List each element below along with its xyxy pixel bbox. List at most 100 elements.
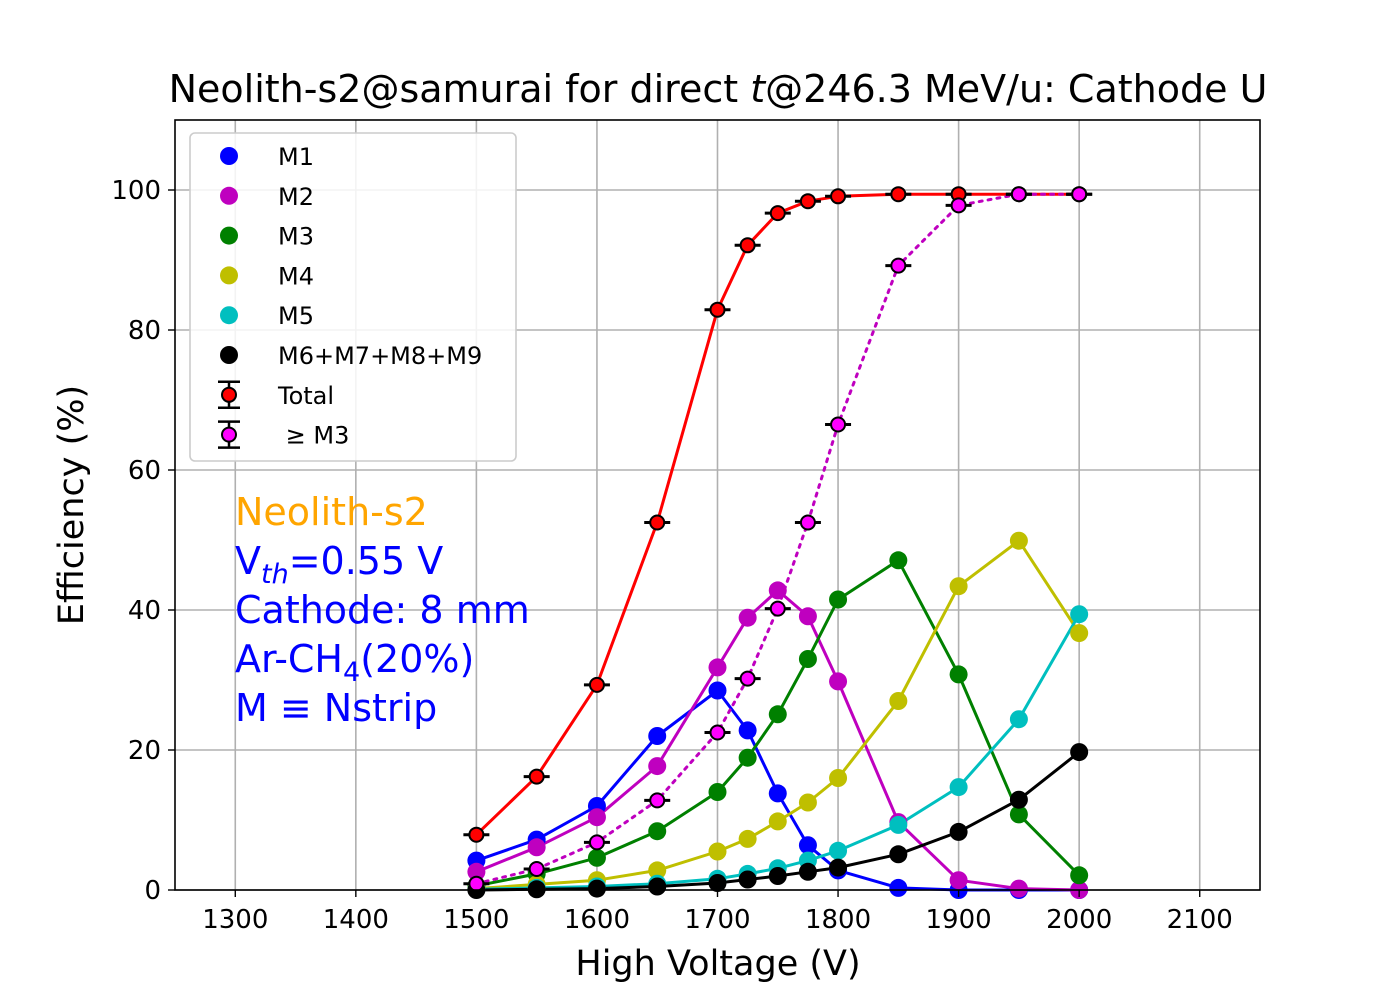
data-point bbox=[949, 665, 968, 684]
x-tick-label: 1500 bbox=[443, 905, 509, 935]
data-point bbox=[768, 812, 787, 831]
data-point bbox=[1009, 790, 1028, 809]
y-tick-label: 100 bbox=[111, 176, 161, 206]
data-point bbox=[1070, 605, 1089, 624]
data-point bbox=[949, 871, 968, 890]
legend-label: M4 bbox=[278, 262, 314, 290]
data-point bbox=[768, 581, 787, 600]
series-markers bbox=[463, 186, 1093, 899]
data-point bbox=[1070, 743, 1089, 762]
annotation-segment: 4 bbox=[343, 657, 360, 688]
annotation-segment: Neolith-s2 bbox=[235, 490, 428, 534]
data-point bbox=[829, 858, 848, 877]
data-point bbox=[890, 186, 907, 203]
data-point bbox=[1070, 624, 1089, 643]
data-point bbox=[829, 672, 848, 691]
legend-box bbox=[189, 132, 517, 462]
data-point bbox=[739, 237, 756, 254]
data-point bbox=[1009, 805, 1028, 824]
data-point bbox=[738, 608, 757, 627]
x-tick-label: 1800 bbox=[805, 905, 871, 935]
data-point bbox=[949, 577, 968, 596]
data-point bbox=[468, 826, 485, 843]
data-point bbox=[527, 838, 546, 857]
data-point bbox=[738, 870, 757, 889]
data-point bbox=[798, 862, 817, 881]
data-point bbox=[949, 778, 968, 797]
data-point bbox=[648, 822, 667, 841]
data-point bbox=[768, 784, 787, 803]
data-point bbox=[649, 514, 666, 531]
data-point bbox=[799, 514, 816, 531]
chart-title: Neolith-s2@samurai for direct t@246.3 Me… bbox=[169, 67, 1268, 111]
annotation-line-1: Vth=0.55 V bbox=[235, 539, 443, 590]
data-point bbox=[829, 769, 848, 787]
data-point bbox=[738, 748, 757, 767]
data-point bbox=[467, 862, 486, 881]
legend-marker bbox=[220, 306, 238, 325]
data-point bbox=[738, 829, 757, 848]
data-point bbox=[587, 848, 606, 867]
y-tick-label: 80 bbox=[128, 316, 161, 346]
chart-title-main: Neolith-s2@samurai for direct bbox=[169, 67, 751, 111]
x-tick-label: 1600 bbox=[564, 905, 630, 935]
legend-marker bbox=[220, 266, 238, 285]
data-point bbox=[950, 197, 967, 214]
data-point bbox=[949, 822, 968, 841]
data-point bbox=[830, 188, 847, 205]
x-tick-label: 2000 bbox=[1046, 905, 1112, 935]
data-point bbox=[829, 841, 848, 860]
data-point bbox=[528, 861, 545, 877]
data-point bbox=[799, 193, 816, 210]
legend-marker bbox=[220, 186, 238, 205]
data-point bbox=[798, 650, 817, 668]
data-point bbox=[889, 815, 908, 834]
annotation-segment: (20%) bbox=[360, 637, 474, 681]
annotation-segment: V bbox=[235, 539, 261, 583]
x-axis-label: High Voltage (V) bbox=[575, 944, 860, 984]
data-point bbox=[738, 721, 757, 740]
data-point bbox=[708, 842, 727, 861]
y-tick-label: 20 bbox=[128, 736, 161, 766]
data-point bbox=[1009, 879, 1028, 898]
data-point bbox=[889, 692, 908, 710]
data-point bbox=[830, 416, 847, 433]
x-axis-ticks: 1300 1400 1500 1600 1700 1800 1900 2000 2100 bbox=[202, 890, 1233, 935]
annotation-segment: M ≡ Nstrip bbox=[235, 686, 437, 730]
data-point bbox=[648, 757, 667, 776]
data-point bbox=[468, 875, 485, 892]
annotation-segment: Ar-CH bbox=[235, 637, 343, 681]
data-point bbox=[588, 834, 605, 851]
data-point bbox=[648, 727, 667, 745]
legend-marker bbox=[221, 386, 237, 403]
x-tick-label: 1900 bbox=[926, 905, 992, 935]
data-point bbox=[587, 879, 606, 898]
legend-marker bbox=[220, 346, 238, 364]
x-tick-label: 1400 bbox=[323, 905, 389, 935]
data-point bbox=[709, 301, 726, 318]
data-point bbox=[528, 768, 545, 785]
data-point bbox=[768, 705, 787, 724]
legend: M1 M2 M3 M4 M5 M6+M7+M8+M9 Total ≥ M3 bbox=[189, 132, 517, 462]
data-point bbox=[708, 783, 727, 801]
legend-label: M6+M7+M8+M9 bbox=[278, 342, 482, 370]
data-point bbox=[587, 808, 606, 827]
data-point bbox=[708, 681, 727, 700]
y-tick-label: 40 bbox=[128, 596, 161, 626]
data-point bbox=[769, 600, 786, 617]
legend-label: M5 bbox=[278, 302, 314, 330]
data-point bbox=[648, 861, 667, 880]
data-point bbox=[890, 257, 907, 274]
data-point bbox=[1070, 866, 1089, 885]
annotation-segment: Cathode: 8 mm bbox=[235, 588, 530, 632]
legend-label: M1 bbox=[278, 143, 314, 171]
data-point bbox=[739, 670, 756, 687]
data-point bbox=[648, 877, 667, 896]
x-tick-label: 1300 bbox=[202, 905, 268, 935]
y-tick-label: 60 bbox=[128, 456, 161, 486]
x-tick-label: 2100 bbox=[1167, 905, 1233, 935]
x-tick-label: 1700 bbox=[684, 905, 750, 935]
annotation-segment: th bbox=[261, 559, 289, 590]
